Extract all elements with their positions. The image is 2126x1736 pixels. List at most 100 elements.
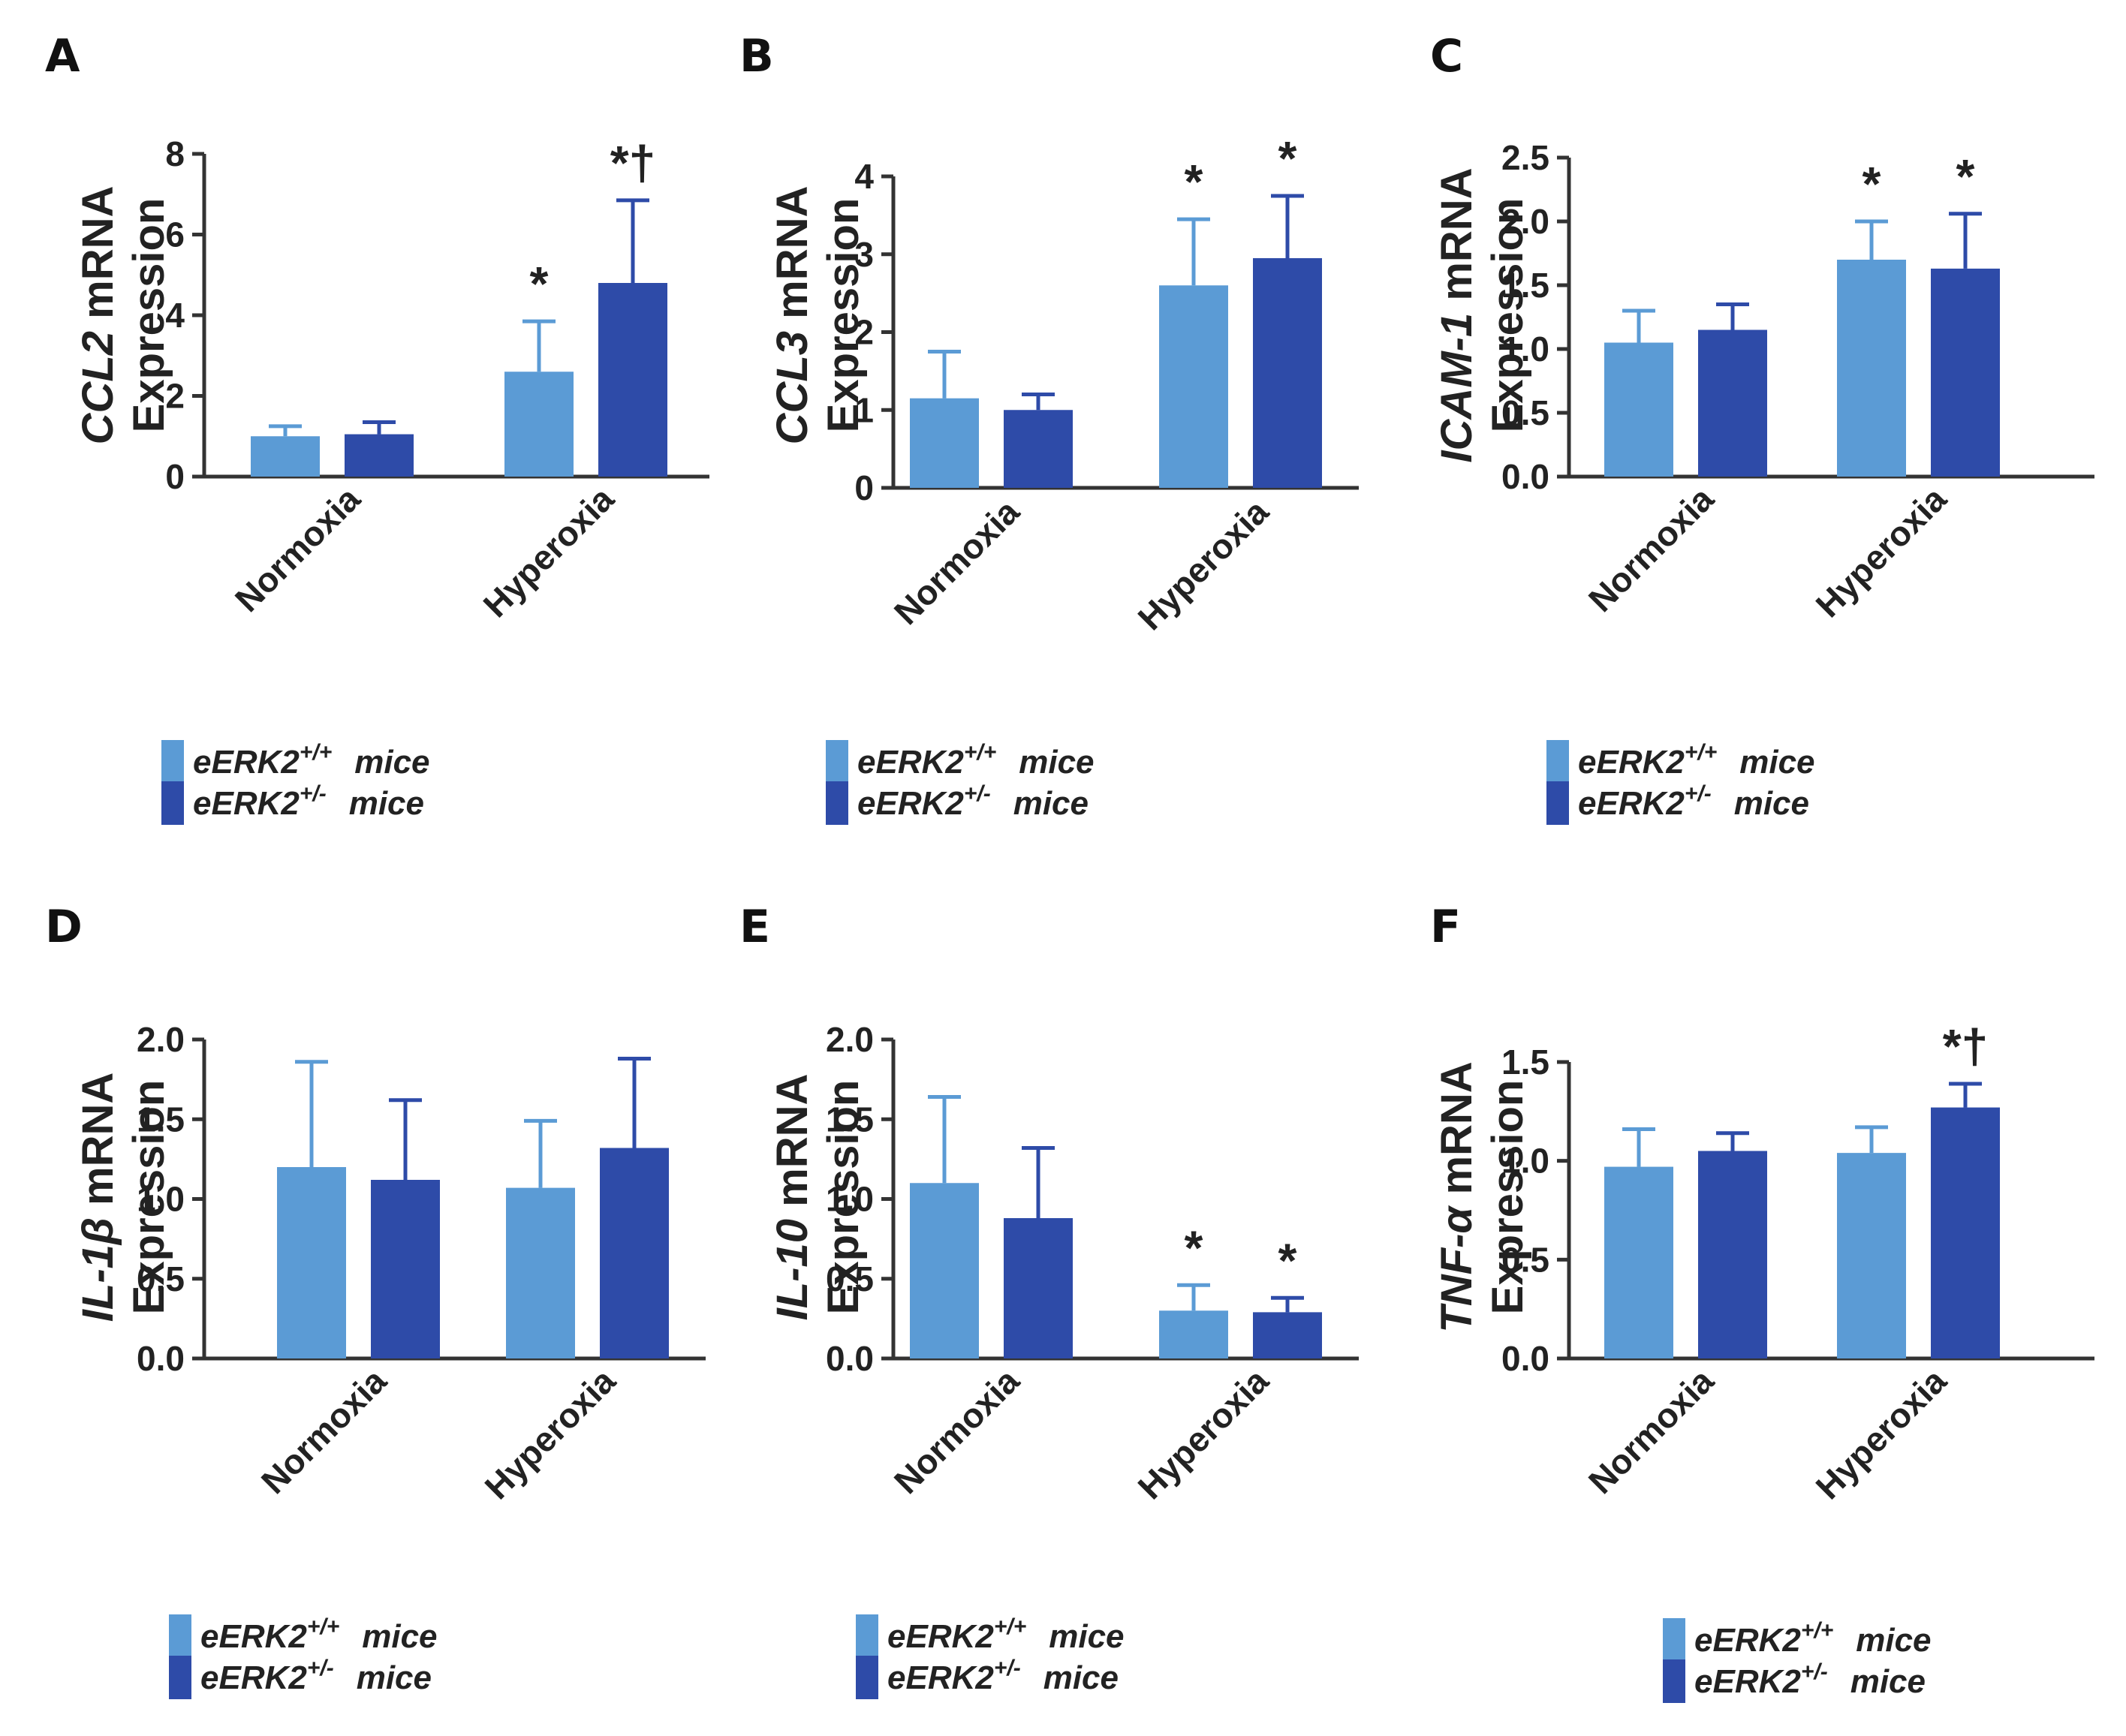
legend-swatch-wildtype xyxy=(826,740,848,784)
y-tick-label: 0.0 xyxy=(826,1339,874,1378)
gene-name: CCL3 xyxy=(768,331,817,444)
legend-label: eERK2+/- mice xyxy=(1694,1659,1926,1700)
y-axis-title: IL-10 mRNAExpression xyxy=(768,1074,868,1321)
x-category-label: Hyperoxia xyxy=(477,1361,623,1506)
bar-normoxia-heterozygous xyxy=(1698,329,1767,477)
x-category-label: Normoxia xyxy=(1581,1361,1721,1501)
y-tick-label: 1.0 xyxy=(1501,1142,1549,1181)
legend-swatch-wildtype xyxy=(161,740,184,784)
bar-hyperoxia-heterozygous xyxy=(1931,1107,2000,1358)
legend-swatch-heterozygous xyxy=(161,781,184,825)
panel-letter: D xyxy=(45,901,83,953)
y-tick-label: 1.5 xyxy=(137,1100,185,1139)
legend-label: eERK2+/+ mice xyxy=(1578,740,1815,781)
legend-label: eERK2+/- mice xyxy=(857,781,1089,822)
y-axis-title-line2: Expression xyxy=(1483,1080,1532,1315)
significance-marker: * xyxy=(1278,1233,1297,1287)
y-tick-label: 2 xyxy=(165,377,185,416)
y-axis-title-line2: Expression xyxy=(125,198,173,433)
panel-E: E IL-10 mRNAExpression 0.0 0.5 1.0 1.5 2.0 Norm… xyxy=(739,901,1359,1699)
y-tick-label: 1.0 xyxy=(137,1180,185,1219)
gene-name: IL-10 xyxy=(768,1219,817,1320)
gene-name: CCL2 xyxy=(74,331,122,444)
gene-name: TNF-α xyxy=(1432,1205,1481,1333)
bar-hyperoxia-heterozygous xyxy=(600,1148,669,1358)
panel-letter: C xyxy=(1430,30,1463,83)
legend-swatch-heterozygous xyxy=(826,781,848,825)
panel-B: B CCL3 mRNAExpression 0 1 2 3 4 Normoxia * * Hyper… xyxy=(739,30,1359,825)
y-axis-title-line2: Expression xyxy=(819,1080,868,1315)
y-tick-label: 0.5 xyxy=(137,1259,185,1298)
legend-swatch-heterozygous xyxy=(1663,1659,1685,1703)
y-tick-label: 0.0 xyxy=(1501,457,1549,496)
y-axis-title-rest: mRNA xyxy=(74,1073,122,1217)
bar-hyperoxia-heterozygous xyxy=(1931,268,2000,477)
y-tick-label: 0.5 xyxy=(826,1259,874,1298)
panel-letter: F xyxy=(1430,901,1461,953)
x-category-label: Hyperoxia xyxy=(1808,479,1954,624)
legend-label: eERK2+/+ mice xyxy=(193,740,430,781)
y-tick-label: 4 xyxy=(854,157,874,196)
panel-F: F TNF-α mRNAExpression 0.0 0.5 1.0 1.5 Normoxi… xyxy=(1430,901,2094,1703)
bar-hyperoxia-wildtype xyxy=(1837,260,1906,477)
significance-marker: * xyxy=(1185,1220,1203,1274)
y-tick-label: 2 xyxy=(854,313,874,352)
significance-marker: * xyxy=(1863,157,1881,211)
y-axis-title-rest: mRNA xyxy=(768,186,817,331)
legend-swatch-wildtype xyxy=(1546,740,1569,784)
y-axis-title: CCL2 mRNAExpression xyxy=(74,186,173,445)
bar-normoxia-heterozygous xyxy=(1698,1151,1767,1358)
y-tick-label: 1.5 xyxy=(1501,266,1549,305)
y-tick-label: 1.5 xyxy=(1501,1043,1549,1082)
bar-hyperoxia-wildtype xyxy=(504,372,574,477)
legend-swatch-heterozygous xyxy=(1546,781,1569,825)
y-axis-title-line2: Expression xyxy=(1483,198,1532,433)
bar-hyperoxia-wildtype xyxy=(1837,1153,1906,1358)
x-category-label: Normoxia xyxy=(887,1361,1027,1501)
bar-normoxia-heterozygous xyxy=(1004,1218,1073,1358)
y-tick-label: 1.5 xyxy=(826,1100,874,1139)
panel-letter: E xyxy=(739,901,770,953)
significance-marker: * xyxy=(1185,155,1203,209)
y-axis-title: IL-1β mRNAExpression xyxy=(74,1073,173,1322)
bar-hyperoxia-heterozygous xyxy=(1253,257,1322,488)
significance-marker: * xyxy=(1956,149,1975,203)
gene-name: IL-1β xyxy=(74,1217,122,1322)
bar-normoxia-wildtype xyxy=(910,398,979,488)
significance-marker: *† xyxy=(1943,1019,1989,1073)
y-axis-title-rest: mRNA xyxy=(1432,167,1481,312)
panel-A: A CCL2 mRNAExpression 0 2 4 6 8 Normoxia * *† Hype… xyxy=(45,30,709,825)
y-axis-title-line2: Expression xyxy=(819,198,868,433)
y-tick-label: 0.0 xyxy=(1501,1339,1549,1378)
x-category-label: Hyperoxia xyxy=(1131,1361,1276,1506)
significance-marker: * xyxy=(530,257,549,311)
y-tick-label: 2.0 xyxy=(137,1020,185,1059)
y-tick-label: 1 xyxy=(854,390,874,429)
bar-hyperoxia-wildtype xyxy=(1159,285,1228,488)
significance-marker: *† xyxy=(610,136,656,190)
y-axis-title-rest: mRNA xyxy=(768,1074,817,1219)
legend-label: eERK2+/+ mice xyxy=(1694,1618,1932,1659)
y-tick-label: 6 xyxy=(165,215,185,254)
legend-swatch-wildtype xyxy=(169,1614,191,1658)
legend-label: eERK2+/+ mice xyxy=(887,1614,1125,1655)
y-tick-label: 8 xyxy=(165,134,185,173)
bar-normoxia-wildtype xyxy=(1604,1166,1673,1358)
x-category-label: Normoxia xyxy=(227,479,368,619)
legend-label: eERK2+/- mice xyxy=(1578,781,1809,822)
y-tick-label: 1.0 xyxy=(1501,329,1549,369)
y-tick-label: 0 xyxy=(854,468,874,507)
significance-marker: * xyxy=(1278,131,1297,185)
legend-label: eERK2+/+ mice xyxy=(857,740,1095,781)
y-tick-label: 0.0 xyxy=(137,1339,185,1378)
legend-label: eERK2+/- mice xyxy=(200,1656,432,1696)
x-category-label: Hyperoxia xyxy=(476,479,622,624)
y-tick-label: 2.0 xyxy=(826,1020,874,1059)
